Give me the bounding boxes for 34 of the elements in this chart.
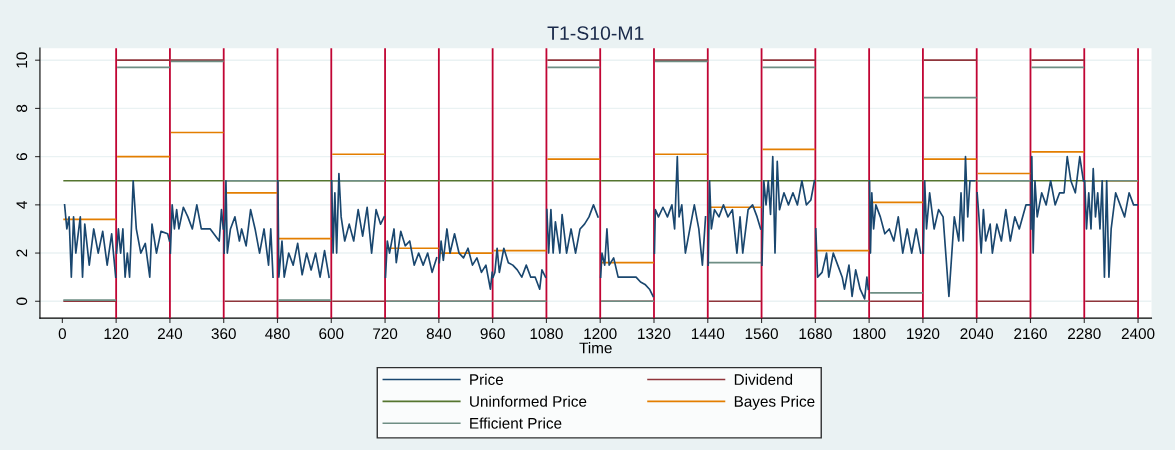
x-tick-label: 1560 [745, 328, 778, 340]
x-tick-label: 960 [480, 328, 505, 340]
legend-label: Price [470, 373, 504, 385]
x-tick-label: 480 [265, 328, 290, 340]
x-tick-label: 1080 [530, 328, 563, 340]
x-axis-title: Time [579, 342, 612, 354]
x-tick-label: 840 [426, 328, 451, 340]
legend-label: Uninformed Price [470, 395, 587, 407]
x-tick-label: 120 [104, 328, 129, 340]
y-tick-label: 4 [16, 201, 28, 209]
x-tick-label: 240 [157, 328, 183, 340]
x-tick-label: 600 [319, 328, 344, 340]
x-tick-label: 1920 [907, 328, 940, 340]
y-tick-label: 6 [16, 153, 28, 161]
legend-label: Efficient Price [470, 417, 562, 429]
y-tick-label: 8 [16, 104, 28, 112]
x-tick-label: 360 [211, 328, 236, 340]
legend-label: Bayes Price [734, 395, 815, 410]
x-tick-label: 1440 [691, 328, 725, 340]
x-tick-label: 2280 [1068, 328, 1101, 340]
x-tick-label: 1320 [638, 328, 671, 340]
y-tick-label: 2 [16, 249, 28, 257]
y-tick-label: 0 [16, 297, 28, 305]
x-tick-label: 1200 [584, 328, 617, 340]
x-tick-label: 1800 [853, 328, 886, 340]
chart-title: T1-S10-M1 [547, 26, 644, 41]
y-tick-label: 10 [16, 52, 28, 68]
x-tick-label: 0 [58, 328, 67, 340]
x-tick-label: 1680 [799, 328, 832, 340]
legend-label: Dividend [734, 373, 793, 385]
x-tick-label: 2160 [1014, 328, 1047, 340]
x-tick-label: 2040 [960, 328, 994, 340]
x-tick-label: 720 [373, 328, 398, 340]
x-tick-label: 2400 [1121, 328, 1155, 340]
